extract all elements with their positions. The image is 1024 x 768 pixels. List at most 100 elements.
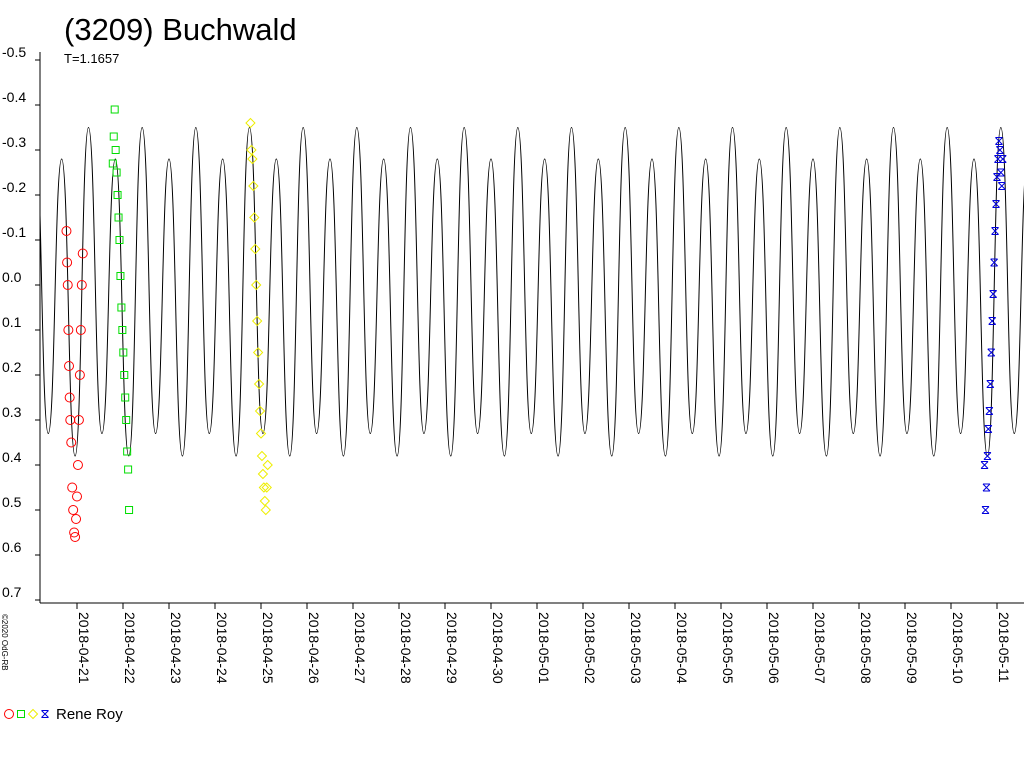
data-point [71, 514, 82, 524]
y-tick-label: 0.3 [2, 404, 22, 420]
data-point [990, 258, 998, 267]
data-point [249, 212, 260, 223]
data-point [73, 415, 84, 425]
x-tick-label: 2018-04-30 [490, 612, 506, 684]
data-point [258, 482, 270, 493]
data-point [253, 378, 265, 390]
x-tick-label: 2018-04-26 [306, 612, 322, 684]
x-tick-label: 2018-05-01 [536, 612, 552, 684]
data-point [992, 200, 1000, 208]
data-point [983, 452, 992, 460]
data-point [981, 506, 990, 514]
data-point [987, 348, 996, 357]
data-point [986, 380, 995, 388]
plot-area [40, 105, 1024, 542]
x-tick-label: 2018-05-11 [996, 612, 1012, 683]
copyright: ©2020 OdG-RB [0, 614, 9, 671]
data-point [984, 425, 993, 433]
x-tick-label: 2018-05-07 [812, 612, 828, 684]
data-point [248, 180, 259, 192]
x-tick-label: 2018-04-22 [122, 612, 138, 684]
data-point [989, 290, 998, 298]
data-point [67, 482, 78, 493]
x-tick-label: 2018-05-02 [582, 612, 598, 684]
y-tick-label: -0.1 [2, 224, 26, 240]
x-tick-label: 2018-05-06 [766, 612, 782, 684]
x-tick-label: 2018-05-04 [674, 612, 690, 684]
data-point [246, 144, 257, 156]
data-point [72, 491, 82, 502]
data-point [260, 504, 271, 516]
data-point [250, 243, 261, 255]
chart-title: (3209) Buchwald [64, 12, 297, 47]
x-tick-label: 2018-05-08 [858, 612, 874, 684]
data-point [64, 392, 75, 403]
data-point [69, 527, 80, 538]
data-point [254, 405, 266, 417]
data-point [996, 168, 1005, 177]
data-point [111, 146, 120, 154]
data-point [114, 213, 123, 222]
data-point [118, 326, 127, 334]
data-point [982, 483, 991, 492]
data-point [259, 495, 271, 507]
y-tick-label: -0.5 [2, 44, 26, 60]
data-point [72, 460, 83, 470]
x-tick-label: 2018-04-28 [398, 612, 414, 684]
legend-marker [41, 710, 49, 718]
x-tick-label: 2018-05-05 [720, 612, 736, 684]
data-point [991, 227, 999, 235]
data-point [252, 347, 264, 358]
y-tick-label: 0.0 [2, 269, 22, 285]
data-point [245, 117, 256, 129]
data-point [122, 416, 131, 424]
data-point [121, 393, 130, 402]
data-point [980, 461, 989, 469]
y-tick-label: -0.4 [2, 89, 26, 105]
data-point [251, 279, 262, 291]
data-point [247, 153, 258, 165]
y-tick-label: 0.7 [2, 584, 22, 600]
data-point [113, 191, 122, 199]
x-tick-label: 2018-05-09 [904, 612, 920, 684]
data-point [251, 315, 263, 327]
data-point [63, 325, 74, 335]
data-point [996, 146, 1004, 154]
y-tick-label: -0.2 [2, 179, 26, 195]
x-tick-label: 2018-04-24 [214, 612, 230, 684]
data-point [125, 506, 134, 514]
data-point [110, 105, 119, 114]
data-point [985, 407, 994, 415]
data-point [997, 182, 1006, 190]
data-point [109, 132, 118, 141]
data-point [66, 437, 77, 448]
legend-label: Rene Roy [56, 706, 123, 723]
data-point [75, 325, 86, 335]
data-point [62, 257, 73, 268]
data-point [262, 459, 273, 471]
data-point [112, 168, 121, 177]
x-tick-label: 2018-04-29 [444, 612, 460, 684]
data-point [61, 226, 72, 236]
chart-subtitle: T=1.1657 [64, 51, 119, 66]
data-point [119, 348, 128, 357]
legend-marker [4, 709, 14, 719]
data-point [108, 159, 117, 168]
data-point [261, 482, 272, 493]
x-tick-label: 2018-04-21 [76, 612, 92, 684]
data-point [62, 280, 73, 290]
y-tick-label: 0.6 [2, 539, 22, 555]
x-tick-label: 2018-05-10 [950, 612, 966, 684]
data-point [998, 155, 1007, 163]
x-tick-label: 2018-04-25 [260, 612, 276, 684]
data-point [123, 447, 132, 456]
data-point [116, 272, 125, 280]
data-point [115, 236, 124, 244]
y-tick-label: 0.1 [2, 314, 22, 330]
model-curve [40, 126, 1024, 457]
x-tick-label: 2018-04-23 [168, 612, 184, 684]
data-point [994, 155, 1002, 163]
y-tick-label: 0.2 [2, 359, 22, 375]
